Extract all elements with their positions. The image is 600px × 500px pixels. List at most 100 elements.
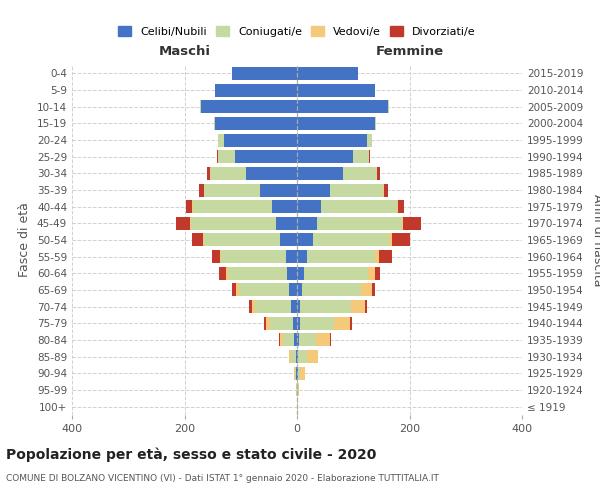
Bar <box>297 134 367 146</box>
Bar <box>214 117 215 130</box>
Bar <box>215 117 297 130</box>
Bar <box>297 67 358 80</box>
Bar <box>220 250 221 263</box>
Bar <box>297 150 353 163</box>
Bar <box>265 317 270 330</box>
Bar <box>374 250 379 263</box>
Bar <box>372 284 375 296</box>
Bar <box>361 284 372 296</box>
Bar <box>297 250 307 263</box>
Bar <box>249 300 252 313</box>
Bar <box>292 300 297 313</box>
Text: Popolazione per età, sesso e stato civile - 2020: Popolazione per età, sesso e stato civil… <box>6 448 376 462</box>
Bar <box>252 300 255 313</box>
Bar <box>401 217 403 230</box>
Bar <box>297 217 317 230</box>
Bar <box>232 284 236 296</box>
Bar <box>287 267 297 280</box>
Bar <box>224 134 297 146</box>
Bar <box>255 300 292 313</box>
Bar <box>316 334 329 346</box>
Bar <box>297 100 388 113</box>
Bar <box>221 250 286 263</box>
Bar <box>383 184 388 196</box>
Bar <box>351 300 365 313</box>
Bar <box>297 84 374 96</box>
Bar <box>369 150 370 163</box>
Bar <box>228 267 287 280</box>
Text: COMUNE DI BOLZANO VICENTINO (VI) - Dati ISTAT 1° gennaio 2020 - Elaborazione TUT: COMUNE DI BOLZANO VICENTINO (VI) - Dati … <box>6 474 439 483</box>
Bar <box>293 317 297 330</box>
Bar <box>297 267 304 280</box>
Bar <box>236 284 239 296</box>
Bar <box>239 284 289 296</box>
Bar <box>301 300 351 313</box>
Bar <box>297 300 301 313</box>
Bar <box>374 117 376 130</box>
Bar <box>286 250 297 263</box>
Bar <box>235 150 297 163</box>
Y-axis label: Anni di nascita: Anni di nascita <box>592 194 600 286</box>
Y-axis label: Fasce di età: Fasce di età <box>19 202 31 278</box>
Bar <box>295 367 296 380</box>
Bar <box>375 267 380 280</box>
Bar <box>260 184 297 196</box>
Bar <box>379 250 392 263</box>
Legend: Celibi/Nubili, Coniugati/e, Vedovi/e, Divorziati/e: Celibi/Nubili, Coniugati/e, Vedovi/e, Di… <box>114 22 480 41</box>
Bar <box>226 267 228 280</box>
Bar <box>185 200 193 213</box>
Bar <box>247 167 297 180</box>
Bar <box>298 384 299 396</box>
Text: Maschi: Maschi <box>158 46 211 59</box>
Bar <box>297 317 300 330</box>
Bar <box>298 350 307 363</box>
Bar <box>301 367 305 380</box>
Bar <box>210 167 247 180</box>
Bar <box>199 184 203 196</box>
Bar <box>280 234 297 246</box>
Bar <box>300 317 334 330</box>
Bar <box>191 217 275 230</box>
Bar <box>279 334 280 346</box>
Bar <box>192 234 203 246</box>
Bar <box>264 317 265 330</box>
Bar <box>203 234 204 246</box>
Bar <box>329 184 383 196</box>
Bar <box>289 350 292 363</box>
Bar <box>296 350 297 363</box>
Bar <box>232 67 297 80</box>
Bar <box>297 117 374 130</box>
Bar <box>297 334 299 346</box>
Bar <box>368 267 375 280</box>
Bar <box>176 217 190 230</box>
Bar <box>218 134 224 146</box>
Bar <box>353 150 369 163</box>
Bar <box>298 367 301 380</box>
Bar <box>392 234 409 246</box>
Bar <box>297 200 320 213</box>
Bar <box>304 267 368 280</box>
Bar <box>343 167 377 180</box>
Bar <box>297 184 329 196</box>
Bar <box>217 150 218 163</box>
Bar <box>365 300 367 313</box>
Bar <box>212 250 220 263</box>
Bar <box>389 234 392 246</box>
Bar <box>270 317 293 330</box>
Bar <box>299 334 316 346</box>
Bar <box>350 317 352 330</box>
Bar <box>289 284 297 296</box>
Bar <box>297 284 302 296</box>
Bar <box>398 200 404 213</box>
Bar <box>207 167 210 180</box>
Bar <box>297 167 343 180</box>
Bar <box>297 234 313 246</box>
Bar <box>220 267 226 280</box>
Bar <box>388 100 389 113</box>
Bar <box>397 200 398 213</box>
Bar <box>293 367 295 380</box>
Bar <box>218 150 235 163</box>
Bar <box>215 84 297 96</box>
Bar <box>294 334 297 346</box>
Bar <box>204 184 260 196</box>
